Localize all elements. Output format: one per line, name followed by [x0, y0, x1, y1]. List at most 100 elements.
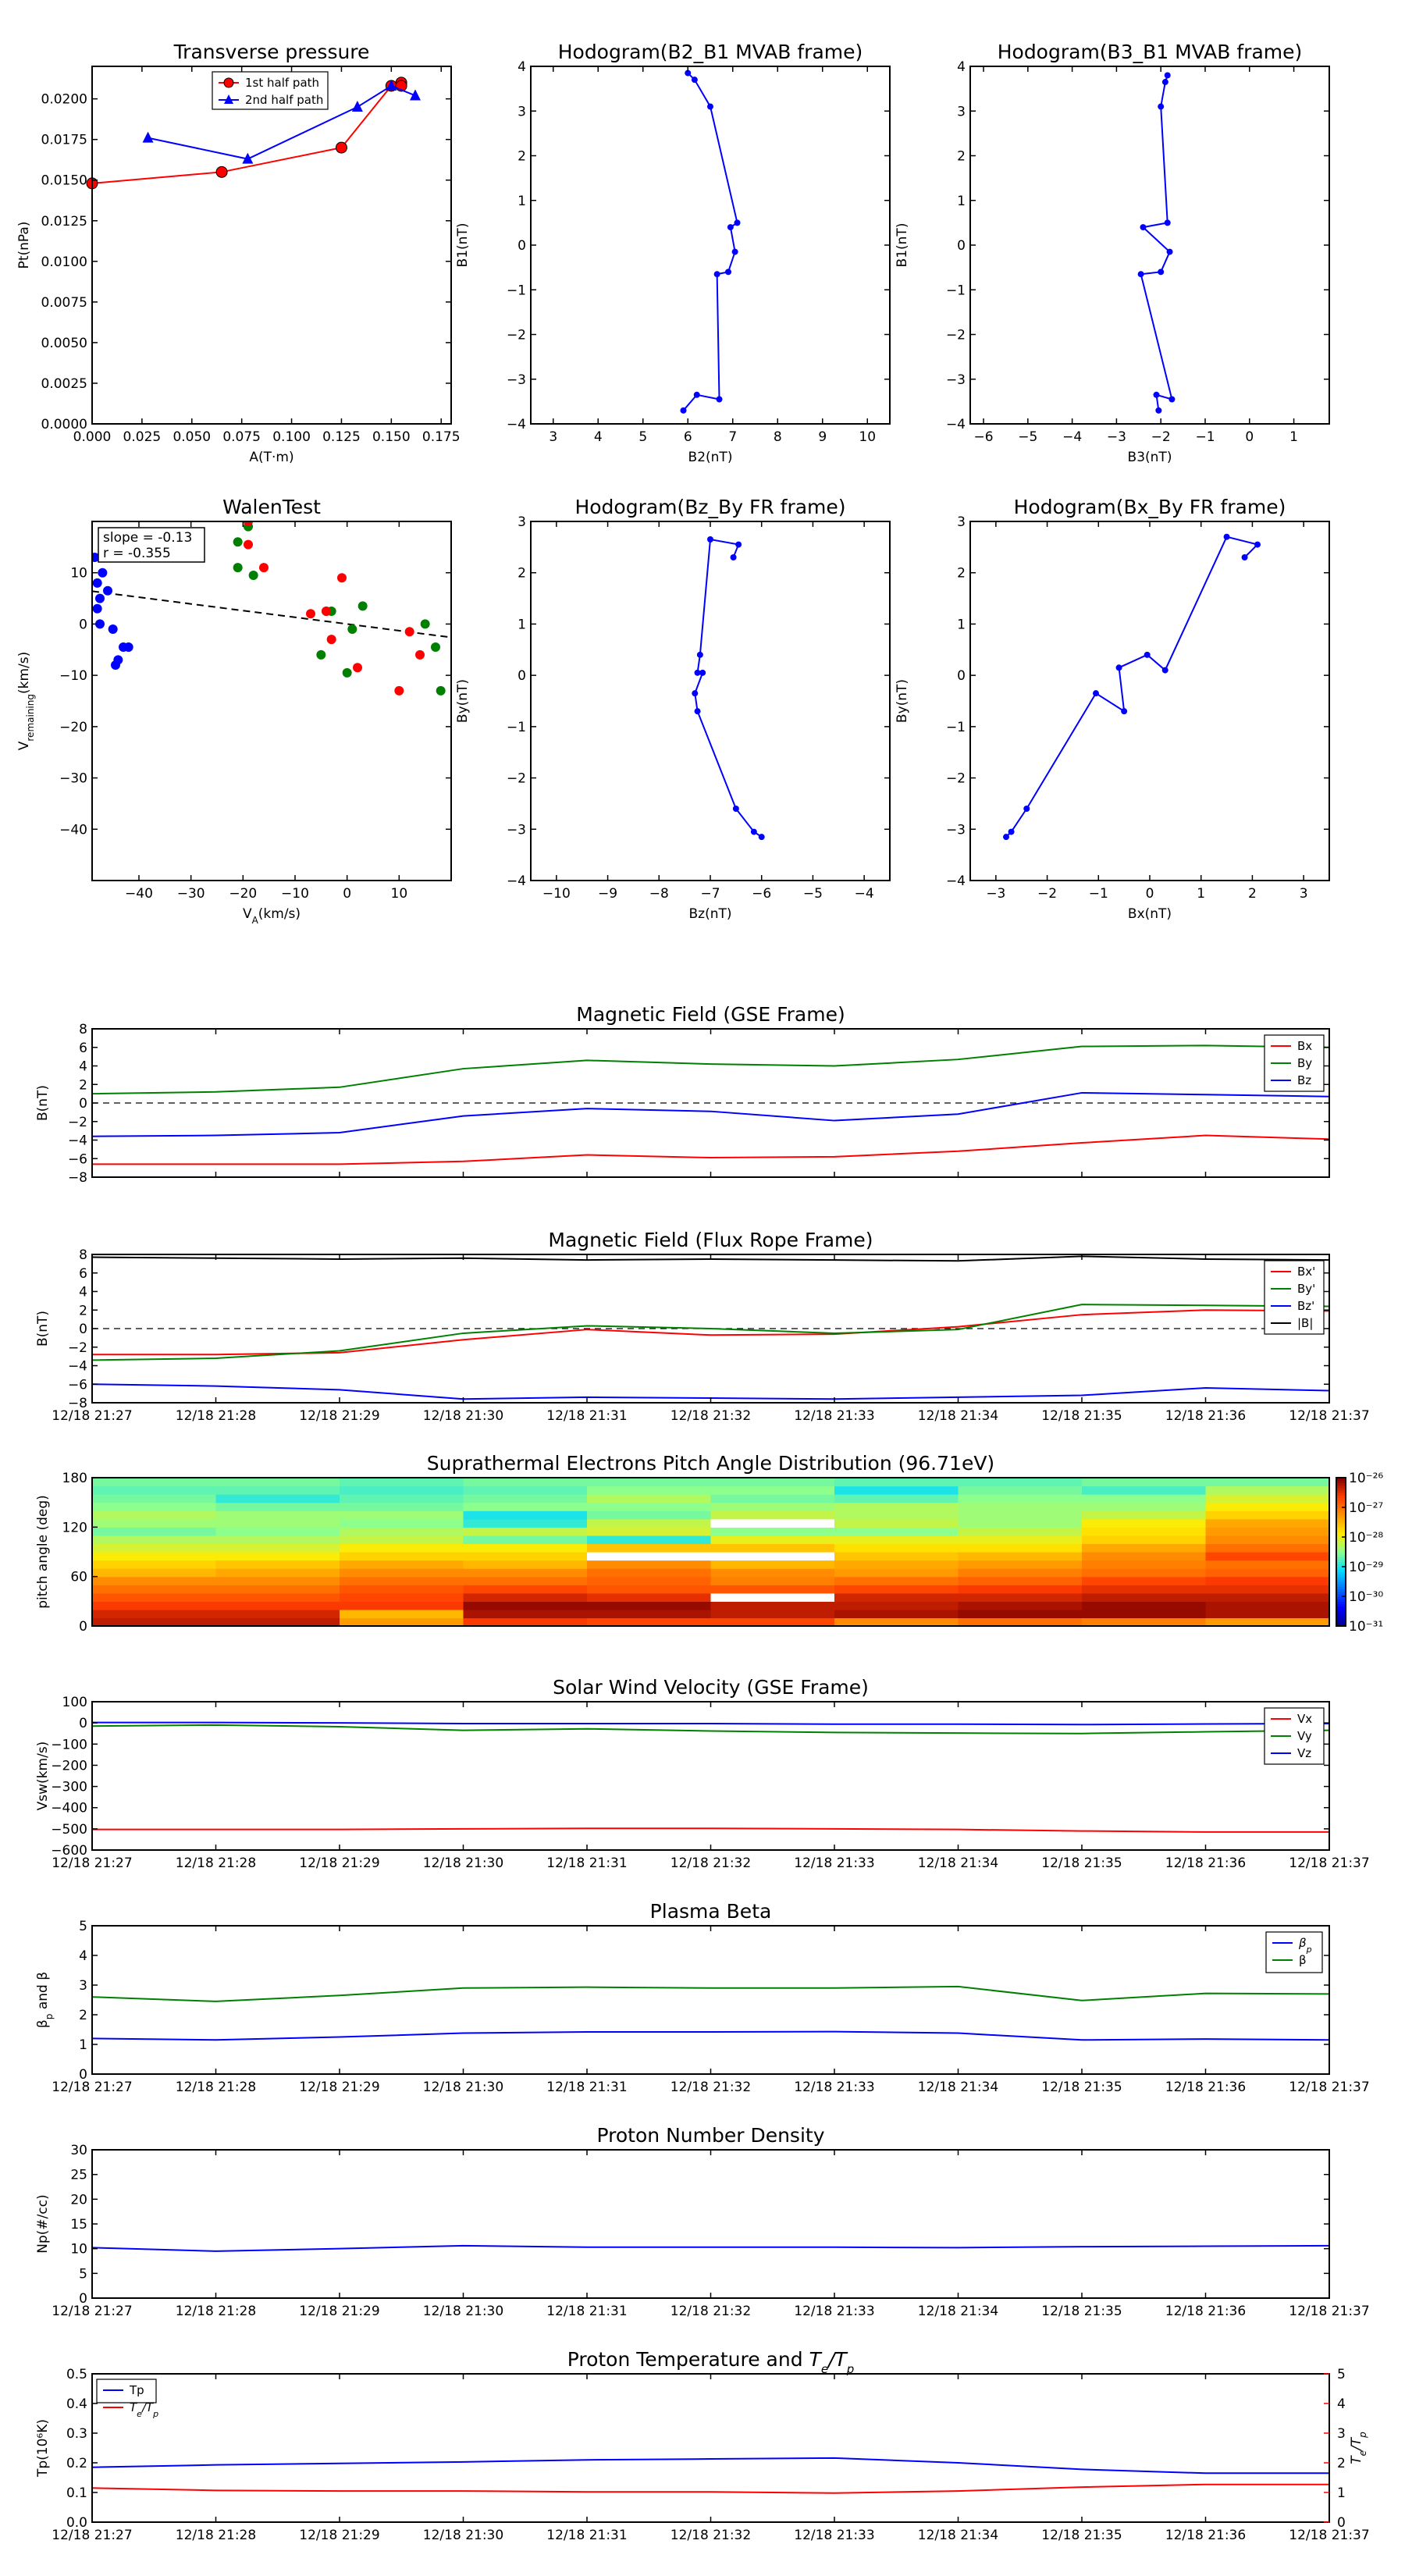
x-tick-label: 0: [343, 886, 351, 902]
heatmap-cell: [340, 1502, 464, 1511]
y-tick-label: 180: [62, 1471, 87, 1486]
x-tick-label: 12/18 21:37: [1289, 2080, 1369, 2095]
heatmap-cell: [1205, 1560, 1330, 1569]
legend: Bx' By' Bz' |B|: [1264, 1260, 1325, 1335]
x-tick-label: 12/18 21:32: [670, 2528, 751, 2543]
legend-label: |B|: [1297, 1316, 1313, 1330]
x-tick-label: 12/18 21:27: [52, 2304, 132, 2319]
heatmap-cell: [92, 1535, 217, 1545]
heatmap-cell: [1082, 1502, 1207, 1511]
legend-label: Vx: [1297, 1712, 1312, 1726]
y-tick-label: −2: [507, 328, 526, 343]
y-tick-label: 0.0025: [41, 376, 87, 392]
heatmap-cell: [1205, 1617, 1330, 1627]
heatmap-cell: [834, 1494, 959, 1503]
x-tick-label: 12/18 21:33: [794, 2304, 874, 2319]
scatter-point: [95, 593, 105, 603]
y-tick-label: 0: [79, 1716, 87, 1731]
data-point: [1158, 103, 1165, 110]
x-tick-label: 0: [1146, 886, 1154, 902]
x-tick-label: 12/18 21:27: [52, 1408, 132, 1424]
y-tick-label: −400: [51, 1801, 87, 1816]
scatter-point: [436, 685, 446, 696]
heatmap-cell: [834, 1543, 959, 1553]
series-line: [91, 2483, 1329, 2494]
colorbar-cell: [1336, 1500, 1346, 1503]
series-vx: [92, 1827, 1329, 1833]
heatmap-cell: [834, 1478, 959, 1487]
heatmap-cell: [834, 1502, 959, 1511]
x-tick-label: 12/18 21:34: [918, 1856, 998, 1871]
chart-title: Magnetic Field (GSE Frame): [576, 1003, 845, 1026]
scatter-point: [92, 553, 100, 562]
heatmap-cell: [92, 1543, 217, 1553]
data-point: [696, 651, 703, 658]
y-tick-label: 0: [518, 238, 526, 254]
data-point: [1003, 834, 1009, 841]
data-point: [335, 141, 347, 154]
colorbar-cell: [1336, 1559, 1346, 1563]
colorbar-cell: [1336, 1599, 1346, 1602]
y-axis-label: B(nT): [35, 1085, 51, 1121]
x-tick-label: −6: [752, 886, 771, 902]
scatter-point: [326, 635, 336, 645]
chart-title: Solar Wind Velocity (GSE Frame): [553, 1676, 869, 1699]
y-tick-label: 4: [957, 59, 966, 75]
y-tick-label: −6: [68, 1377, 87, 1393]
y-tick-label: −4: [68, 1359, 87, 1375]
chart-title: Hodogram(B3_B1 MVAB frame): [998, 41, 1303, 63]
heatmap-cell: [958, 1485, 1083, 1495]
heatmap-cell: [1205, 1527, 1330, 1536]
y-tick-label: 0.0075: [41, 295, 87, 311]
y-axis-label: B(nT): [35, 1311, 51, 1347]
x-tick-label: 12/18 21:27: [52, 2080, 132, 2095]
y-tick-label: 2: [79, 1077, 87, 1093]
data-point: [1155, 407, 1162, 414]
series-p: [91, 2030, 1330, 2041]
heatmap-cell: [710, 1518, 835, 1528]
heatmap-cell: [958, 1510, 1083, 1520]
y-tick-label: 4: [79, 1059, 87, 1075]
heatmap-cell: [463, 1510, 588, 1520]
chart-title: Hodogram(B2_B1 MVAB frame): [558, 41, 863, 63]
heatmap-cell: [92, 1585, 217, 1594]
series-vy: [91, 1724, 1330, 1735]
x-tick-label: 12/18 21:30: [423, 2304, 503, 2319]
heatmap-cell: [587, 1592, 712, 1602]
colorbar-cell: [1336, 1567, 1346, 1570]
x-tick-label: 4: [594, 429, 603, 445]
chart-title: WalenTest: [222, 496, 321, 518]
chart-title: Plasma Beta: [650, 1900, 772, 1923]
heatmap-cell: [710, 1535, 835, 1545]
x-tick-label: 12/18 21:37: [1289, 2528, 1369, 2543]
series-bz: [91, 1383, 1330, 1400]
colorbar-cell: [1336, 1611, 1346, 1614]
y-tick-label: 0.0125: [41, 214, 87, 229]
colorbar-cell: [1336, 1618, 1346, 1622]
chart-3: Hodogram(B3_B1 MVAB frame) −6 −5 −4 −3 −2 −1 0 1…: [895, 41, 1330, 465]
y-tick-label: 3: [518, 514, 526, 530]
x-tick-label: 2: [1248, 886, 1257, 902]
colorbar-cell: [1336, 1578, 1346, 1582]
heatmap-cell: [215, 1592, 340, 1602]
data-point: [685, 69, 692, 76]
y-tick-label: 20: [70, 2192, 87, 2208]
y-tick-label: 0: [518, 668, 526, 684]
x-tick-label: 0.050: [173, 429, 211, 445]
heatmap-cell: [958, 1478, 1083, 1487]
y-axis-label: B1(nT): [895, 223, 910, 268]
heatmap-cell: [710, 1560, 835, 1569]
y-tick-label: −2: [507, 771, 526, 787]
scatter-point: [92, 578, 102, 588]
y-tick-label: −4: [68, 1133, 87, 1149]
x-tick-label: 12/18 21:32: [670, 2080, 751, 2095]
heatmap-cell: [340, 1585, 464, 1594]
heatmap-cell: [834, 1527, 959, 1536]
chart-1: Transverse pressure 0.000 0.025 0.050 0.075 0…: [16, 41, 461, 465]
y-tick-label: −8: [68, 1170, 87, 1186]
y-tick-label: 2: [79, 2008, 87, 2023]
legend-box: [1264, 1260, 1325, 1335]
colorbar-cell: [1336, 1576, 1346, 1580]
heatmap-cell: [587, 1617, 712, 1627]
heatmap-cell: [1082, 1609, 1207, 1619]
